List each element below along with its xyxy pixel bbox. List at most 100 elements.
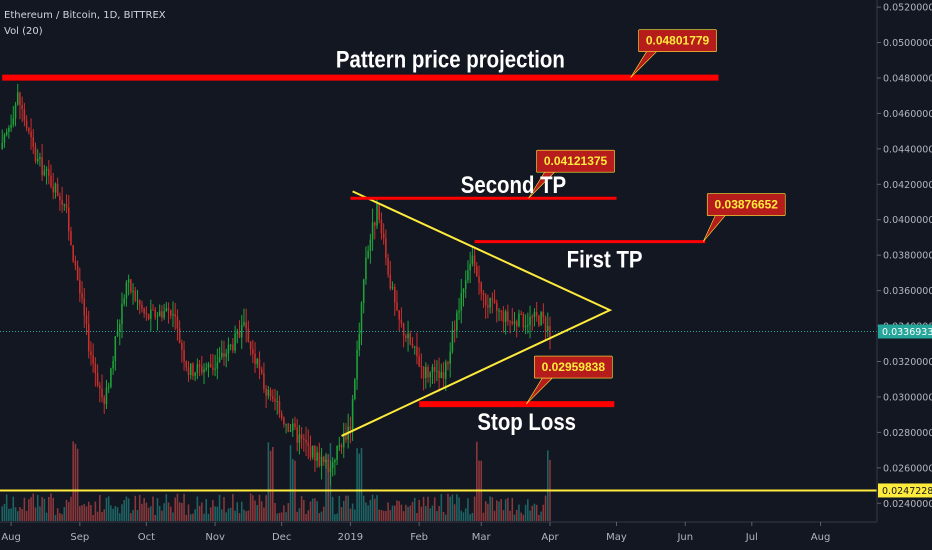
candle-body: [449, 351, 451, 364]
candle-body: [340, 445, 343, 448]
candle-body: [176, 316, 179, 329]
volume-bar: [247, 510, 250, 521]
volume-bar: [201, 502, 203, 521]
volume-bar: [316, 501, 318, 521]
volume-bar: [54, 514, 57, 521]
volume-bars: [1, 441, 551, 521]
volume-bar: [203, 513, 205, 521]
candle-body: [141, 304, 143, 309]
candle-body: [467, 270, 469, 281]
volume-bar: [212, 500, 214, 521]
volume-bar: [491, 497, 494, 521]
level-name-label: Stop Loss: [477, 409, 576, 436]
volume-bar: [25, 510, 28, 521]
candle-body: [354, 379, 356, 400]
candle-body: [456, 312, 458, 331]
candle-body: [21, 105, 23, 110]
candle-body: [189, 363, 192, 376]
volume-bar: [243, 509, 245, 521]
candle-body: [451, 329, 454, 352]
price-callout-box: [706, 193, 786, 216]
candle-body: [114, 336, 117, 361]
candle-body: [309, 445, 312, 458]
volume-bar: [150, 506, 152, 521]
volume-bar: [28, 499, 30, 521]
level-name-label: Second TP: [461, 172, 567, 199]
candle-body: [36, 158, 39, 162]
volume-bar: [50, 493, 52, 521]
volume-bar: [504, 499, 507, 521]
volume-bar: [103, 509, 106, 521]
volume-bar: [287, 503, 290, 521]
candle-body: [127, 279, 130, 283]
candle-body: [263, 373, 265, 389]
candle-body: [285, 424, 287, 426]
volume-bar: [538, 514, 540, 521]
candle-body: [296, 427, 298, 443]
volume-bar: [130, 513, 132, 521]
candle-body: [405, 335, 407, 339]
candle-body: [236, 331, 239, 334]
volume-bar: [132, 510, 134, 521]
candle-body: [402, 323, 405, 336]
candle-body: [325, 459, 327, 463]
volume-bar: [360, 447, 363, 521]
candle-body: [458, 310, 460, 313]
time-tick-label: 2019: [338, 532, 363, 543]
volume-bar: [444, 514, 447, 521]
candle-body: [227, 344, 230, 354]
candle-body: [54, 183, 57, 193]
volume-bar: [502, 510, 505, 521]
candle-body: [469, 264, 471, 271]
candle-body: [147, 314, 150, 320]
volume-bar: [110, 505, 112, 521]
volume-bar: [331, 496, 334, 521]
candle-body: [96, 373, 99, 386]
volume-bar: [178, 502, 181, 521]
volume-bar: [34, 507, 37, 521]
volume-bar: [533, 503, 536, 521]
volume-bar: [240, 501, 243, 521]
candle-body: [201, 366, 203, 373]
candle-body: [229, 344, 232, 346]
candle-body: [56, 183, 59, 197]
time-axis[interactable]: Aug Sep Oct Nov Dec 2019 Feb Mar Apr May Jun Jul Aug: [0, 521, 877, 543]
candle-body: [460, 292, 463, 311]
volume-bar: [125, 496, 128, 521]
volume-bar: [67, 502, 70, 521]
candle-body: [74, 261, 77, 266]
candle-body: [507, 311, 509, 322]
candle-body: [14, 104, 17, 119]
volume-bar: [267, 442, 270, 521]
candle-body: [429, 372, 432, 378]
volume-bar: [400, 504, 403, 521]
current-price-label: 0.03369332: [882, 327, 932, 338]
volume-bar: [407, 506, 409, 521]
volume-bar: [127, 498, 130, 521]
volume-bar: [101, 512, 103, 521]
volume-bar: [314, 498, 316, 521]
candle-body: [345, 432, 347, 440]
candle-body: [500, 310, 502, 312]
volume-bar: [309, 501, 312, 521]
candle-body: [260, 369, 263, 374]
candle-body: [431, 366, 434, 373]
price-callout-box: [534, 355, 613, 379]
volume-bar: [340, 507, 343, 521]
volume-bar: [338, 495, 341, 521]
candle-body: [1, 142, 3, 149]
candle-body: [90, 351, 92, 356]
candle-body: [94, 363, 97, 374]
volume-bar: [72, 441, 74, 521]
volume-bar: [447, 493, 449, 521]
candle-body: [118, 324, 121, 332]
volume-indicator-label[interactable]: Vol (20): [4, 26, 43, 37]
candle-body: [145, 312, 148, 315]
volume-bar: [136, 510, 139, 521]
candle-body: [19, 92, 21, 106]
time-tick-label: Apr: [541, 532, 559, 543]
candle-body: [112, 360, 114, 369]
